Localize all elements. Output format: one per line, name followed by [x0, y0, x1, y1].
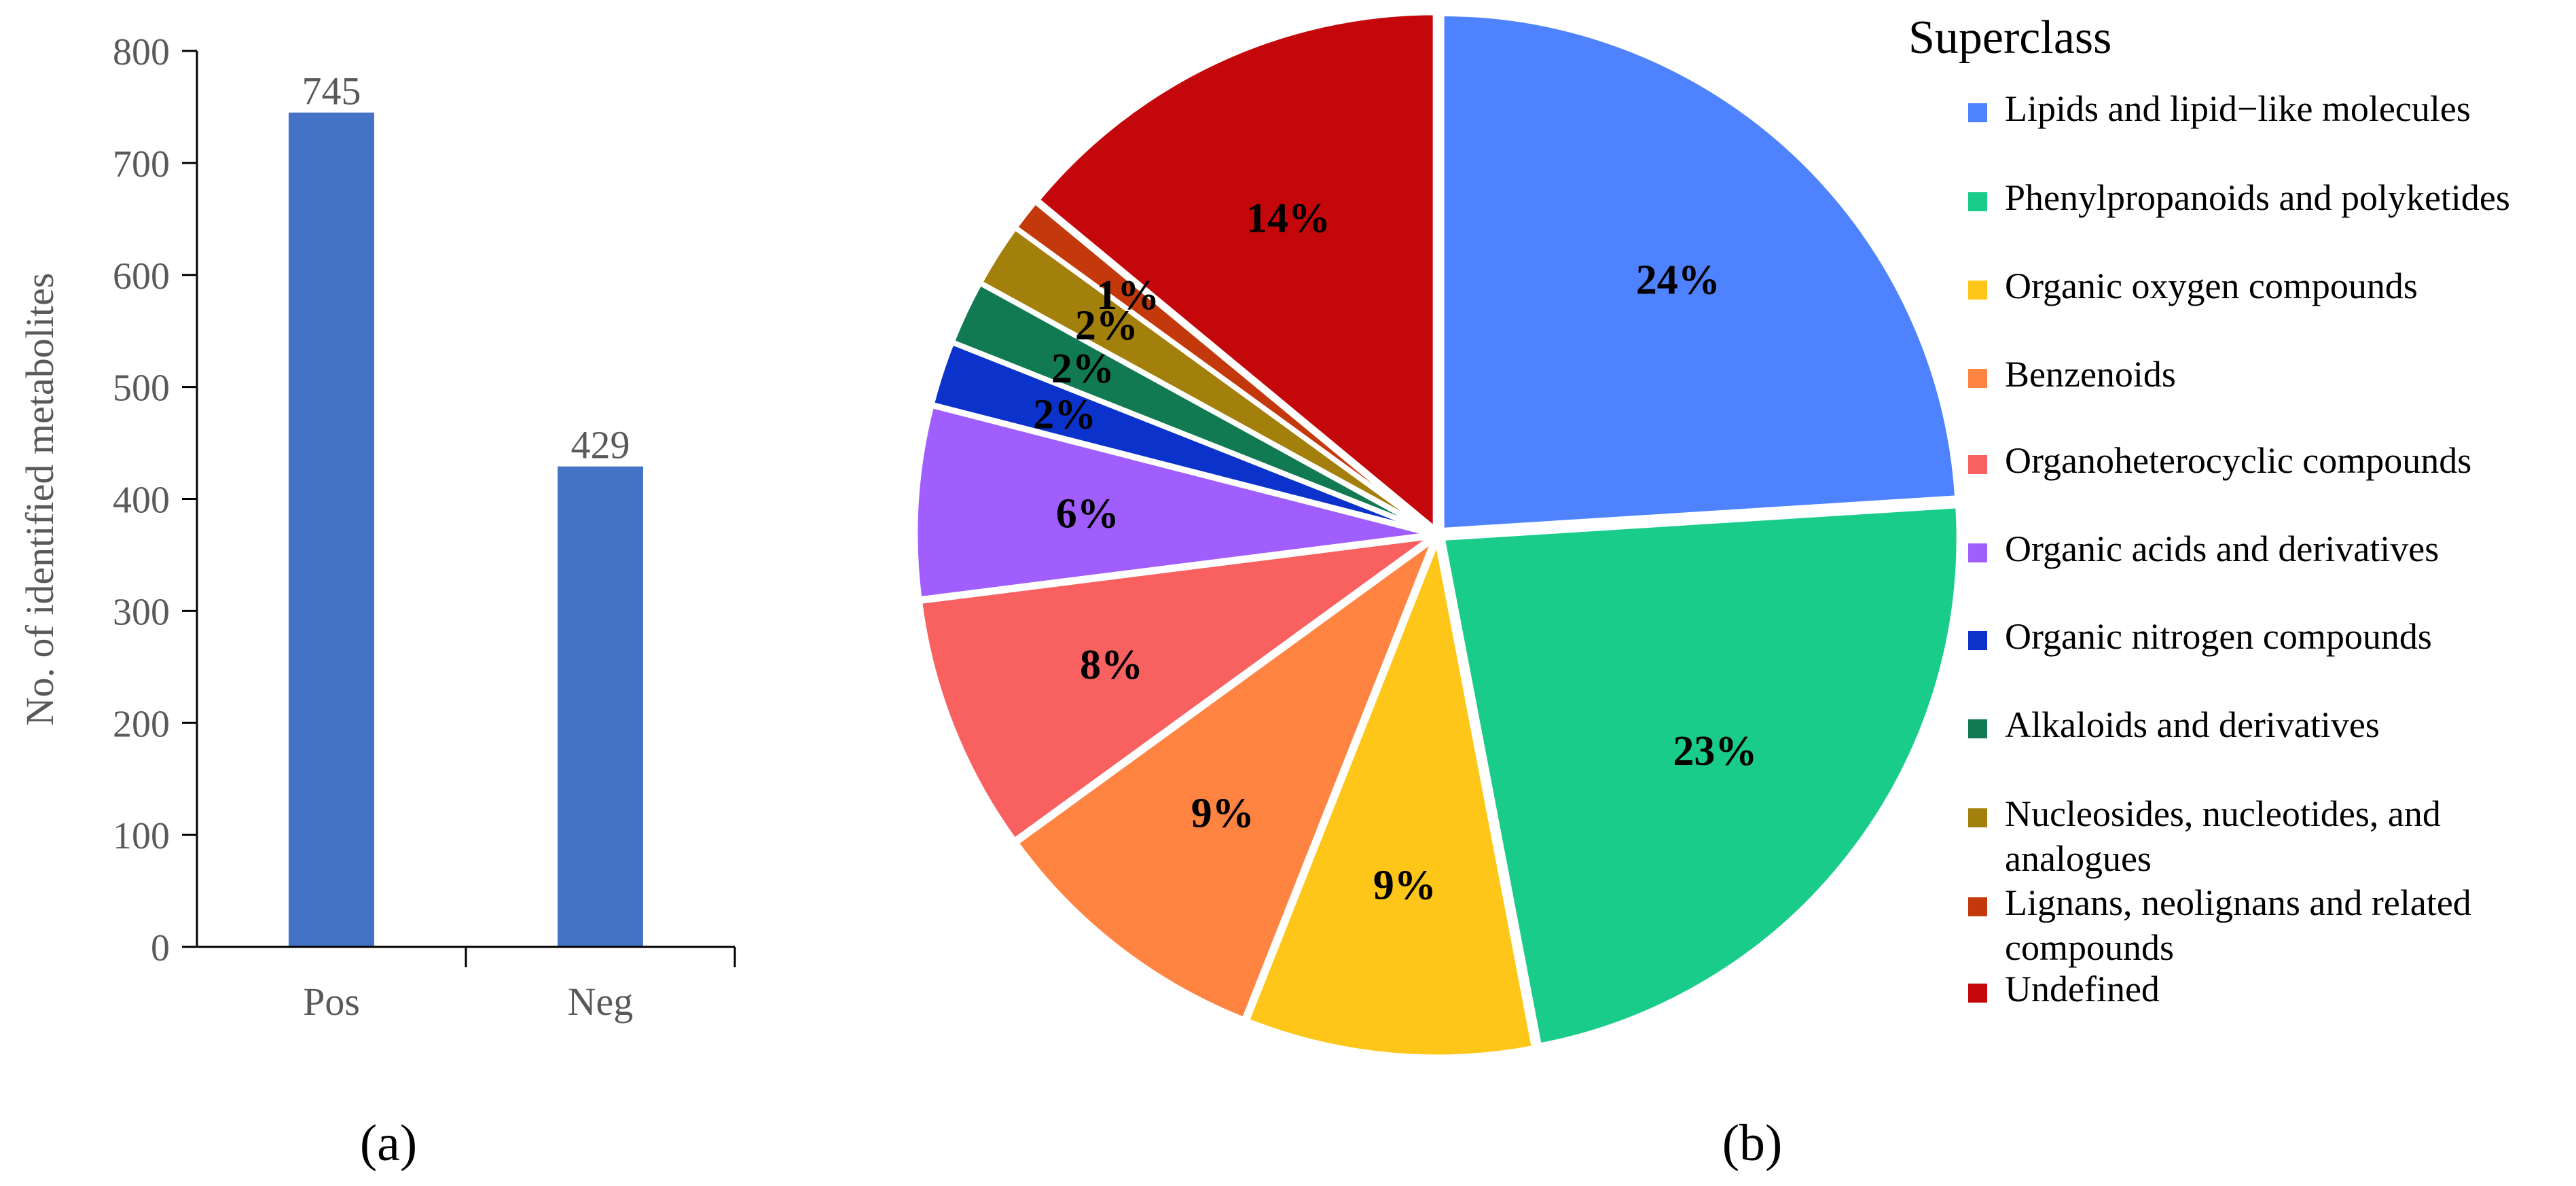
legend-label: Nucleosides, nucleotides, and analogues — [2005, 793, 2441, 879]
x-axis-ticks: Pos Neg — [303, 947, 736, 1024]
pie-slice-label: 2% — [1033, 392, 1096, 438]
pie-slice-label: 8% — [1080, 642, 1143, 688]
legend-label: Benzenoids — [2005, 354, 2176, 395]
legend-label: Organic nitrogen compounds — [2005, 616, 2432, 657]
y-tick-label: 600 — [113, 255, 170, 298]
bar — [289, 112, 374, 947]
legend-label-line: Alkaloids and derivatives — [2005, 704, 2380, 745]
legend-swatch — [1968, 631, 1987, 650]
bar-value-label: 745 — [302, 69, 361, 113]
legend-swatch — [1968, 543, 1987, 562]
legend-label: Organoheterocyclic compounds — [2005, 440, 2471, 481]
legend-label: Lignans, neolignans and related compounds — [2005, 882, 2471, 968]
pie-slice-label: 14% — [1246, 195, 1330, 241]
legend-label-line: Organic nitrogen compounds — [2005, 616, 2432, 657]
legend-label: Alkaloids and derivatives — [2005, 704, 2380, 745]
panel-label-b: (b) — [1722, 1115, 1783, 1172]
pie-slice-label: 9% — [1373, 863, 1436, 909]
pie-slices — [913, 10, 1961, 1060]
legend-label-line: Undefined — [2005, 969, 2160, 1009]
legend-swatch — [1968, 192, 1987, 211]
pie-slice-label: 1% — [1096, 272, 1159, 319]
y-tick-label: 700 — [113, 143, 170, 185]
pie-slice — [1012, 198, 1435, 533]
pie-slice-labels: 24%23%9%9%8%6%2%2%2%1%14% — [1033, 195, 1757, 908]
legend: Superclass Lipids and lipid−like molecul… — [1908, 12, 2510, 1009]
y-axis-label: No. of identified metabolites — [18, 273, 62, 726]
pie-slice — [1244, 532, 1537, 1060]
legend-title: Superclass — [1908, 12, 2111, 64]
pie-slice — [1013, 533, 1440, 1023]
pie-slice-label: 2% — [1051, 346, 1114, 392]
legend-label-line: Organoheterocyclic compounds — [2005, 440, 2471, 481]
legend-swatch — [1968, 984, 1987, 1003]
y-tick-label: 200 — [113, 703, 170, 745]
legend-swatch — [1968, 719, 1987, 738]
legend-swatch — [1968, 281, 1987, 300]
bar — [558, 466, 643, 947]
legend-label-line: Organic oxygen compounds — [2005, 266, 2418, 306]
bar-series: 745 429 — [289, 69, 643, 947]
pie-chart: 24%23%9%9%8%6%2%2%2%1%14% — [913, 10, 1961, 1060]
pie-slice — [1439, 503, 1961, 1049]
y-tick-label: 0 — [151, 927, 170, 969]
legend-label: Undefined — [2005, 969, 2160, 1009]
legend-label: Organic oxygen compounds — [2005, 266, 2418, 306]
legend-swatch — [1968, 455, 1987, 474]
legend-label: Lipids and lipid−like molecules — [2005, 88, 2471, 129]
legend-label: Phenylpropanoids and polyketides — [2005, 177, 2510, 218]
legend-label-line: Phenylpropanoids and polyketides — [2005, 177, 2510, 218]
legend-label-line: Nucleosides, nucleotides, and — [2005, 793, 2441, 834]
pie-slice-label: 2% — [1075, 303, 1138, 349]
pie-slice — [1034, 10, 1438, 535]
legend-label-line: Lipids and lipid−like molecules — [2005, 88, 2471, 129]
pie-slice-label: 6% — [1056, 491, 1119, 537]
legend-label-line: analogues — [2005, 838, 2152, 879]
pie-slice — [913, 403, 1432, 602]
pie-slice — [1439, 11, 1960, 533]
legend-items: Lipids and lipid−like molecules Phenylpro… — [1968, 88, 2510, 1009]
legend-label: Organic acids and derivatives — [2005, 528, 2439, 569]
legend-swatch — [1968, 103, 1987, 122]
legend-swatch — [1968, 369, 1987, 388]
pie-slice-label: 23% — [1673, 728, 1757, 774]
y-tick-label: 400 — [113, 480, 170, 522]
y-tick-label: 800 — [113, 31, 170, 73]
x-tick-label: Neg — [568, 980, 634, 1024]
legend-label-line: Benzenoids — [2005, 354, 2176, 395]
y-tick-label: 500 — [113, 367, 170, 410]
y-tick-label: 300 — [113, 591, 170, 633]
legend-label-line: compounds — [2005, 927, 2174, 968]
bar-value-label: 429 — [571, 423, 630, 467]
panel-label-a: (a) — [360, 1115, 417, 1172]
legend-label-line: Lignans, neolignans and related — [2005, 882, 2471, 923]
y-tick-label: 100 — [113, 815, 170, 857]
pie-slice-label: 24% — [1636, 257, 1720, 303]
legend-label-line: Organic acids and derivatives — [2005, 528, 2439, 569]
x-tick-label: Pos — [303, 980, 360, 1024]
y-axis-ticks: 0 100 200 300 400 500 600 700 800 — [113, 31, 197, 969]
legend-swatch — [1968, 897, 1987, 916]
legend-swatch — [1968, 808, 1987, 827]
pie-slice — [917, 534, 1434, 844]
pie-slice-label: 9% — [1191, 790, 1254, 836]
